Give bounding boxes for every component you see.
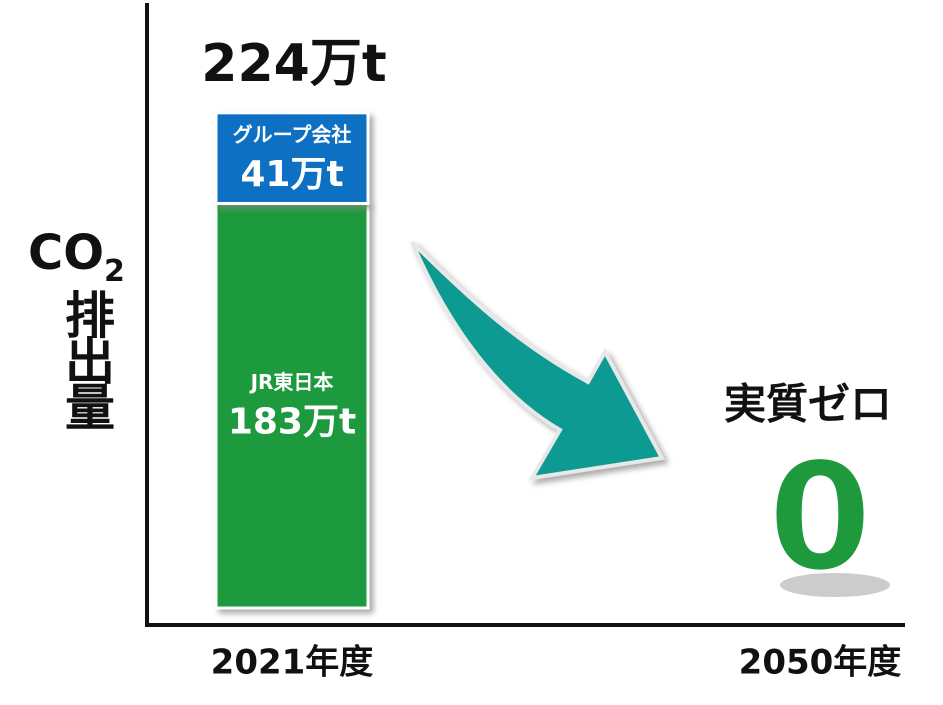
y-label: CO2 排出量 — [28, 225, 148, 427]
y-label-sub: 2 — [104, 254, 125, 289]
bar-segment — [214, 201, 370, 610]
x-tick-label: 2050年度 — [739, 643, 902, 683]
segment-name: グループ会社 — [233, 123, 352, 147]
total-label: 0 — [768, 431, 872, 605]
total-label: 224万t — [201, 34, 386, 94]
bar-segment — [214, 111, 370, 205]
data-label: 41万t — [240, 154, 343, 195]
segment-name: JR東日本 — [249, 370, 334, 394]
zero-shadow — [780, 573, 890, 597]
annotation: 実質ゼロ — [724, 380, 892, 429]
y-label-vertical: 排出量 — [57, 289, 115, 427]
arrow — [410, 240, 666, 481]
data-label: 183万t — [228, 402, 356, 443]
x-tick-label: 2021年度 — [211, 643, 374, 683]
y-label-main: CO — [28, 225, 105, 281]
